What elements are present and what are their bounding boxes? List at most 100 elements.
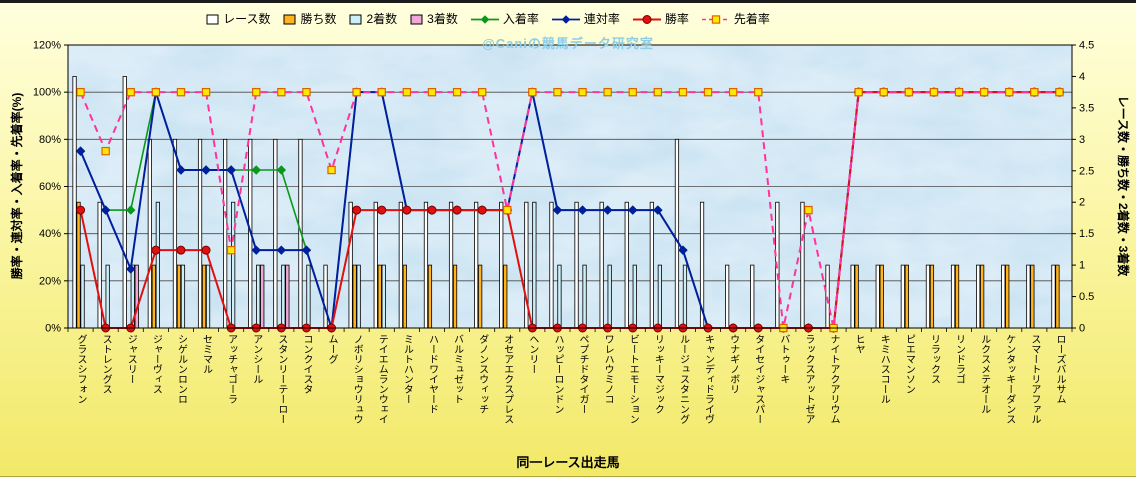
right-tick-label: 0.5: [1079, 291, 1094, 303]
bar-second-count: [281, 264, 286, 329]
marker-ahead-rate: [954, 87, 964, 97]
marker-ahead-rate: [503, 205, 512, 215]
bar-second-count: [532, 201, 537, 329]
line-ahead-rate: [79, 91, 1060, 329]
legend-swatch-win-rate-icon: [632, 14, 661, 25]
marker-quinella-rate: [602, 205, 613, 215]
bar-win-count: [503, 264, 508, 329]
bar-win-count: [402, 264, 407, 329]
bar-race-count: [750, 264, 755, 329]
marker-ahead-rate: [1030, 87, 1039, 97]
bar-win-count: [879, 264, 884, 329]
bar-second-count: [356, 264, 361, 329]
marker-ahead-rate: [728, 87, 738, 97]
marker-ahead-rate: [578, 87, 587, 97]
right-tick-label: 3: [1079, 134, 1085, 146]
marker-ahead-rate: [352, 87, 361, 97]
bar-race-count: [725, 264, 730, 329]
legend-swatch-win-count-icon: [283, 14, 296, 25]
marker-quinella-rate: [251, 245, 261, 255]
marker-quinella-rate: [552, 205, 563, 215]
marker-ahead-rate: [427, 87, 437, 97]
legend-item-second-count: 2着数: [349, 13, 397, 25]
bar-race-count: [800, 201, 805, 329]
bar-second-count: [180, 264, 186, 329]
marker-ahead-rate: [402, 87, 412, 97]
marker-win-rate: [151, 245, 161, 255]
marker-ahead-rate: [452, 87, 462, 97]
legend-swatch-race-count-icon: [206, 14, 219, 25]
bar-race-count: [825, 264, 830, 329]
bar-race-count: [398, 201, 403, 329]
bar-race-count: [273, 138, 278, 329]
x-axis-title: 同一レース出走馬: [516, 455, 620, 470]
bar-second-count: [205, 264, 211, 329]
right-tick-label: 3.5: [1079, 102, 1094, 114]
bar-win-count: [904, 264, 909, 329]
marker-ahead-rate: [201, 87, 211, 97]
bar-win-count: [954, 264, 960, 329]
marker-win-rate: [427, 205, 437, 215]
left-tick-label: 40%: [39, 228, 61, 240]
bar-second-count: [231, 201, 236, 329]
marker-ahead-rate: [703, 87, 713, 97]
legend-label: レース数: [223, 12, 271, 26]
bar-race-count: [900, 264, 905, 329]
right-tick-label: 1: [1079, 260, 1085, 272]
legend-label: 先着率: [733, 12, 770, 26]
marker-ahead-rate: [477, 87, 487, 97]
bar-second-count: [256, 264, 261, 329]
legend-item-ahead-rate: 先着率: [701, 12, 770, 26]
bar-second-count: [381, 264, 386, 329]
legend-item-win-rate: 勝率: [632, 13, 689, 25]
bar-race-count: [448, 201, 454, 329]
marker-ahead-rate: [76, 87, 85, 97]
legend-item-win-count: 勝ち数: [283, 13, 336, 25]
marker-ahead-rate: [327, 165, 336, 175]
bar-second-count: [632, 264, 637, 329]
legend-label: 2着数: [366, 12, 398, 26]
left-tick-label: 0%: [45, 323, 61, 335]
right-axis-title: レース数・勝ち数・2着数・3着数: [1116, 95, 1130, 277]
marker-ahead-rate: [277, 87, 286, 97]
bar-win-count: [352, 264, 357, 329]
legend-swatch-third-count-icon: [410, 14, 423, 25]
bar-win-count: [377, 264, 382, 329]
right-tick-label: 4: [1079, 71, 1085, 83]
bar-race-count: [373, 201, 378, 329]
marker-quinella-rate: [100, 205, 111, 215]
bar-second-count: [80, 264, 85, 329]
legend-label: 3着数: [427, 12, 458, 26]
left-tick-label: 100%: [33, 87, 61, 99]
marker-win-rate: [452, 205, 462, 215]
marker-win-rate: [76, 205, 86, 215]
marker-quinella-rate: [301, 245, 312, 255]
marker-ahead-rate: [1055, 87, 1064, 97]
bar-win-count: [452, 264, 458, 329]
marker-ahead-rate: [678, 87, 688, 97]
legend-swatch-ahead-rate-icon: [701, 14, 730, 25]
marker-ahead-rate: [653, 87, 663, 97]
legend-swatch-finish-rate-icon: [470, 14, 499, 25]
marker-ahead-rate: [553, 87, 562, 97]
bar-race-count: [423, 201, 429, 329]
bar-second-count: [557, 264, 562, 329]
bar-race-count: [1001, 264, 1006, 329]
bar-race-count: [474, 201, 479, 329]
bar-race-count: [925, 264, 931, 329]
bar-race-count: [1026, 264, 1031, 329]
marker-finish-rate: [126, 205, 136, 215]
legend-label: 勝ち数: [300, 12, 337, 26]
marker-win-rate: [477, 205, 487, 215]
bar-second-count: [582, 264, 587, 329]
right-tick-label: 1.5: [1079, 228, 1094, 240]
marker-quinella-rate: [126, 264, 136, 274]
marker-ahead-rate: [252, 87, 261, 97]
bar-win-count: [201, 264, 207, 329]
bar-race-count: [574, 201, 579, 329]
marker-finish-rate: [276, 165, 287, 175]
bar-second-count: [105, 264, 110, 329]
marker-ahead-rate: [628, 87, 637, 97]
bar-race-count: [875, 264, 880, 329]
